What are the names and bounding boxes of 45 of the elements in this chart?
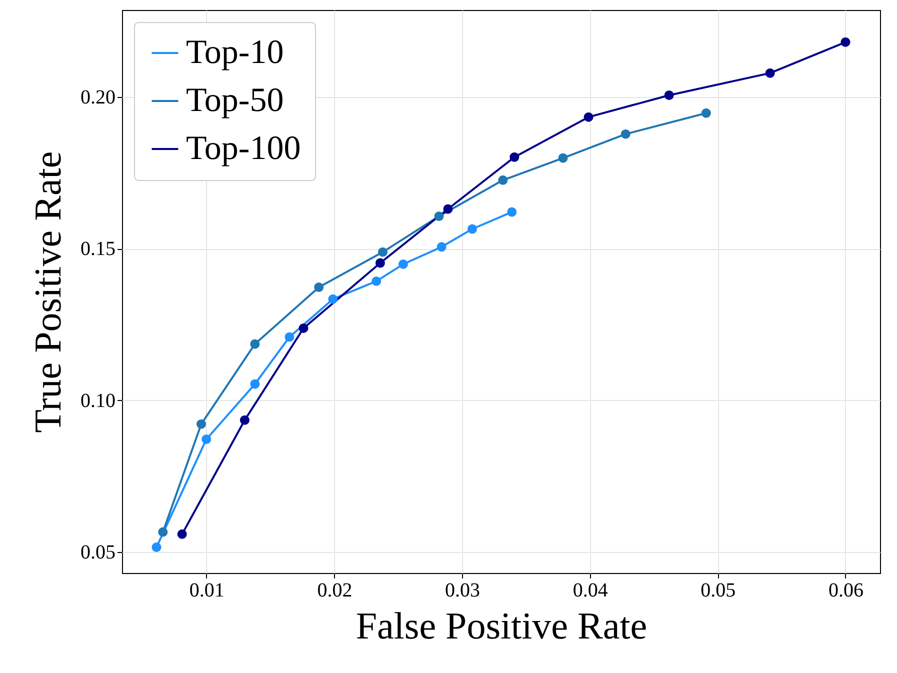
point xyxy=(375,258,385,268)
legend-label: Top-50 xyxy=(186,82,284,119)
point xyxy=(467,224,477,234)
point xyxy=(152,542,162,552)
point xyxy=(158,527,168,537)
point xyxy=(298,323,308,333)
point xyxy=(372,276,382,286)
point xyxy=(177,529,187,539)
x-tick-label: 0.01 xyxy=(189,580,224,602)
point xyxy=(584,112,594,122)
y-tick-label: 0.05 xyxy=(80,542,116,564)
point xyxy=(240,415,250,425)
x-tick-label: 0.04 xyxy=(572,580,608,602)
point xyxy=(558,153,568,163)
point xyxy=(436,242,446,252)
point xyxy=(202,434,212,444)
point xyxy=(443,204,453,214)
point xyxy=(314,282,324,292)
point xyxy=(284,332,294,342)
point xyxy=(250,339,260,349)
point xyxy=(840,37,850,47)
point xyxy=(765,68,775,78)
legend-label: Top-100 xyxy=(186,130,301,167)
y-tick-label: 0.15 xyxy=(80,238,116,260)
y-axis-title: True Positive Rate xyxy=(28,151,70,433)
x-tick-label: 0.03 xyxy=(445,580,480,602)
point xyxy=(510,152,520,162)
y-tick-label: 0.20 xyxy=(80,86,116,109)
legend-label: Top-10 xyxy=(186,34,284,71)
point xyxy=(398,259,408,269)
y-tick-label: 0.10 xyxy=(80,390,116,412)
point xyxy=(498,175,508,185)
x-tick-label: 0.06 xyxy=(828,580,864,602)
point xyxy=(701,108,711,118)
point xyxy=(434,212,444,222)
point xyxy=(507,207,517,217)
point xyxy=(378,247,388,257)
x-tick-label: 0.02 xyxy=(317,580,352,602)
point xyxy=(196,419,206,429)
point xyxy=(250,379,260,389)
x-tick-label: 0.05 xyxy=(700,580,736,602)
point xyxy=(328,294,338,304)
x-axis-title: False Positive Rate xyxy=(356,606,648,648)
point xyxy=(664,90,674,100)
point xyxy=(620,129,630,139)
